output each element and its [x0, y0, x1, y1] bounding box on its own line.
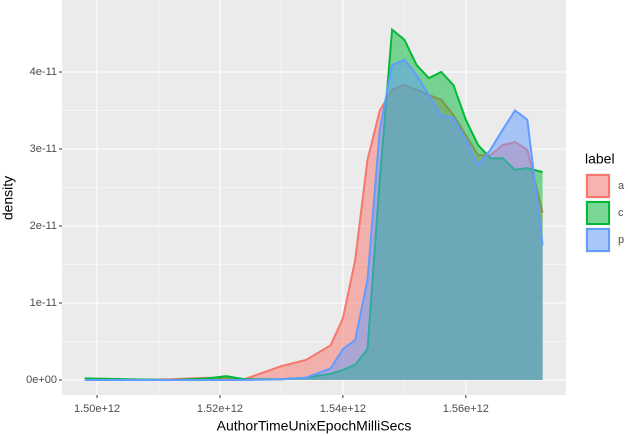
y-tick-label: 1e-11: [30, 297, 57, 309]
y-tick-label: 3e-11: [30, 143, 57, 155]
x-tick-label: 1.52e+12: [197, 403, 243, 415]
y-tick-label: 4e-11: [30, 66, 57, 78]
legend-title: label: [585, 151, 615, 167]
x-axis-title: AuthorTimeUnixEpochMilliSecs: [217, 418, 412, 434]
x-tick-label: 1.56e+12: [443, 403, 489, 415]
legend-label: a: [618, 180, 625, 192]
x-tick-label: 1.54e+12: [320, 403, 366, 415]
density-line: [84, 58, 544, 381]
y-tick-label: 2e-11: [30, 220, 57, 232]
legend-swatch: [586, 174, 610, 198]
y-tick-label: 0e+00: [26, 374, 57, 386]
legend-swatch: [586, 201, 610, 225]
legend-label: p: [618, 234, 624, 246]
legend-label: c: [618, 207, 624, 219]
y-axis-title: density: [0, 176, 16, 220]
legend-swatch: [586, 228, 610, 252]
density-area: [84, 59, 543, 380]
x-tick-label: 1.50e+12: [74, 403, 120, 415]
